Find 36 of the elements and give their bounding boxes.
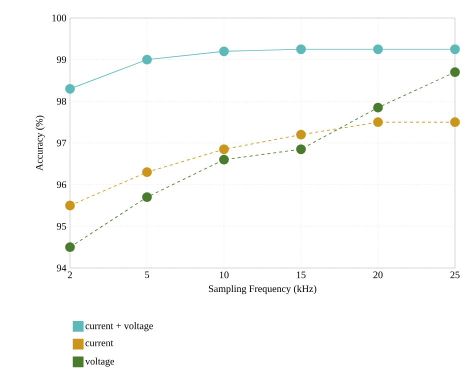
point bbox=[296, 144, 306, 154]
point bbox=[65, 200, 75, 210]
x-tick-label: 5 bbox=[145, 272, 150, 278]
point bbox=[373, 117, 383, 128]
point bbox=[296, 44, 306, 54]
point bbox=[450, 117, 460, 128]
y-axis-title: Accuracy (%) bbox=[36, 116, 45, 171]
point bbox=[450, 67, 460, 78]
y-tick-label: 95 bbox=[56, 222, 66, 230]
x-tick-label: 2 bbox=[68, 272, 72, 278]
x-tick-label: 15 bbox=[296, 272, 306, 278]
legend-label: current bbox=[86, 340, 114, 346]
y-tick-label: 98 bbox=[56, 98, 66, 105]
point bbox=[142, 54, 152, 65]
x-axis-title: Sampling Frequency (kHz) bbox=[208, 285, 316, 294]
point bbox=[142, 192, 152, 202]
point bbox=[65, 242, 75, 252]
y-tick-label: 94 bbox=[56, 264, 66, 272]
legend-label: current + voltage bbox=[86, 322, 153, 332]
y-tick-label: 100 bbox=[52, 14, 66, 22]
point bbox=[219, 154, 229, 165]
point bbox=[65, 84, 75, 94]
point bbox=[373, 44, 383, 54]
point bbox=[373, 102, 383, 112]
point bbox=[450, 44, 460, 54]
x-tick-label: 20 bbox=[373, 272, 383, 278]
y-tick-label: 97 bbox=[56, 140, 66, 146]
x-tick-label: 25 bbox=[450, 272, 460, 278]
point bbox=[219, 144, 229, 154]
x-tick-label: 10 bbox=[220, 272, 229, 278]
point bbox=[142, 167, 152, 178]
y-tick-label: 99 bbox=[56, 56, 66, 64]
legend-label: voltage bbox=[85, 358, 114, 367]
point bbox=[219, 46, 229, 56]
point bbox=[296, 130, 306, 140]
y-tick-label: 96 bbox=[56, 181, 66, 188]
